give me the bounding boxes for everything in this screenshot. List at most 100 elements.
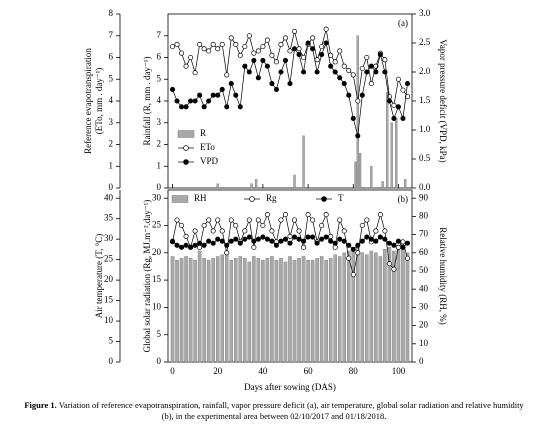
tick-label: 30 <box>152 192 162 202</box>
tick-label: 25 <box>104 254 114 264</box>
tick-label: 20 <box>104 274 114 284</box>
point <box>210 240 216 246</box>
point <box>251 57 257 63</box>
bar <box>220 254 224 363</box>
tick-label: 0.5 <box>419 153 431 163</box>
point <box>215 236 221 242</box>
point <box>319 52 325 58</box>
point <box>314 57 320 63</box>
bar <box>342 252 346 363</box>
point <box>341 228 347 234</box>
point <box>264 37 270 43</box>
point <box>305 212 311 218</box>
point <box>273 242 279 248</box>
legend-marker <box>249 196 255 202</box>
point <box>301 244 307 250</box>
point <box>197 244 203 250</box>
x-tick-label: 80 <box>349 366 359 376</box>
legend-label: R <box>200 128 206 138</box>
bar <box>404 179 407 189</box>
point <box>224 104 230 110</box>
point <box>301 238 307 244</box>
bar <box>356 35 359 189</box>
tick-label: 80 <box>419 210 429 220</box>
point <box>215 92 221 98</box>
point <box>264 212 270 218</box>
point <box>382 69 388 75</box>
point <box>260 222 266 229</box>
axis-title: Vapor pressure deficit (VPD, kPa) <box>438 39 448 162</box>
legend-swatch <box>177 130 195 138</box>
point <box>169 86 176 92</box>
bar <box>370 166 373 189</box>
point <box>255 48 261 54</box>
point <box>310 234 316 240</box>
tick-label: 10 <box>152 301 162 311</box>
bar <box>328 258 333 363</box>
point <box>377 212 383 218</box>
point <box>355 98 361 104</box>
point <box>382 228 388 234</box>
point <box>233 41 239 48</box>
axis-title: Global solar radiation (Rg, MJ.m⁻².day⁻¹… <box>142 200 152 353</box>
point <box>278 217 284 223</box>
point <box>310 35 316 41</box>
point <box>273 59 279 65</box>
point <box>319 44 325 50</box>
point <box>337 236 343 242</box>
point <box>323 26 329 32</box>
point <box>350 115 356 121</box>
point <box>296 228 302 234</box>
bar <box>306 259 310 363</box>
point <box>355 133 361 139</box>
point <box>337 75 343 81</box>
point <box>382 236 388 242</box>
point <box>237 52 243 58</box>
point <box>201 242 207 248</box>
point <box>350 72 356 78</box>
point <box>246 234 252 240</box>
point <box>183 63 189 69</box>
point <box>264 236 270 242</box>
bar <box>224 252 229 363</box>
point <box>242 236 248 242</box>
point <box>201 46 207 52</box>
point <box>251 238 257 244</box>
point <box>291 28 298 34</box>
point <box>310 46 316 52</box>
point <box>386 94 392 100</box>
point <box>264 63 270 69</box>
point <box>282 236 289 242</box>
point <box>219 86 225 92</box>
tick-label: 7 <box>157 30 162 40</box>
point <box>395 104 401 110</box>
point <box>260 44 266 50</box>
tick-label: 2.0 <box>419 66 431 76</box>
point <box>206 98 212 104</box>
point <box>287 48 293 54</box>
x-tick-label: 0 <box>170 366 175 376</box>
point <box>364 217 370 223</box>
bar <box>356 245 360 363</box>
tick-label: 8 <box>109 8 114 18</box>
point <box>377 52 383 58</box>
point <box>269 81 275 87</box>
point <box>319 222 325 229</box>
tick-label: 1 <box>157 160 162 170</box>
axis-title: (ETo, mm . day⁻¹) <box>94 68 104 135</box>
bar <box>374 252 378 363</box>
tick-label: 10 <box>104 315 114 325</box>
tick-label: 6 <box>157 52 162 62</box>
bar <box>293 174 296 189</box>
point <box>169 238 176 244</box>
point <box>192 228 198 234</box>
point <box>179 50 185 56</box>
bar <box>254 179 258 189</box>
point <box>233 222 239 229</box>
point <box>391 266 397 272</box>
point <box>328 233 334 239</box>
point <box>337 217 343 223</box>
series-line <box>172 41 408 136</box>
legend-swatch <box>171 195 189 203</box>
point <box>219 238 225 244</box>
